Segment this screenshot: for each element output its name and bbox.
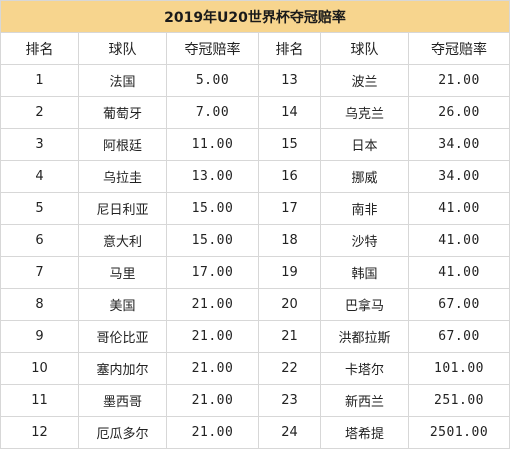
rank-cell: 22 — [258, 352, 321, 385]
odds-cell: 67.00 — [407, 320, 510, 353]
table-row: 4 乌拉圭 13.00 16 挪威 34.00 — [0, 160, 510, 193]
header-row: 排名 球队 夺冠赔率 排名 球队 夺冠赔率 — [0, 32, 510, 65]
header-odds-left: 夺冠赔率 — [166, 32, 259, 65]
odds-cell: 41.00 — [407, 192, 510, 225]
team-cell: 法国 — [78, 64, 167, 97]
team-cell: 乌克兰 — [320, 96, 409, 129]
odds-cell: 15.00 — [166, 192, 259, 225]
rank-cell: 17 — [258, 192, 321, 225]
team-cell: 美国 — [78, 288, 167, 321]
team-cell: 阿根廷 — [78, 128, 167, 161]
odds-cell: 67.00 — [407, 288, 510, 321]
odds-cell: 21.00 — [166, 352, 259, 385]
header-team-left: 球队 — [78, 32, 167, 65]
rank-cell: 5 — [0, 192, 79, 225]
rank-cell: 7 — [0, 256, 79, 289]
rank-cell: 21 — [258, 320, 321, 353]
odds-cell: 15.00 — [166, 224, 259, 257]
table-row: 10 塞内加尔 21.00 22 卡塔尔 101.00 — [0, 352, 510, 385]
odds-cell: 41.00 — [407, 256, 510, 289]
odds-cell: 34.00 — [407, 160, 510, 193]
team-cell: 巴拿马 — [320, 288, 409, 321]
team-cell: 塞内加尔 — [78, 352, 167, 385]
table-title: 2019年U20世界杯夺冠赔率 — [0, 0, 510, 33]
rank-cell: 14 — [258, 96, 321, 129]
rank-cell: 4 — [0, 160, 79, 193]
table-row: 6 意大利 15.00 18 沙特 41.00 — [0, 224, 510, 257]
table-row: 9 哥伦比亚 21.00 21 洪都拉斯 67.00 — [0, 320, 510, 353]
header-team-right: 球队 — [320, 32, 409, 65]
odds-cell: 21.00 — [166, 288, 259, 321]
odds-cell: 7.00 — [166, 96, 259, 129]
team-cell: 南非 — [320, 192, 409, 225]
team-cell: 洪都拉斯 — [320, 320, 409, 353]
rank-cell: 15 — [258, 128, 321, 161]
odds-cell: 21.00 — [166, 320, 259, 353]
team-cell: 葡萄牙 — [78, 96, 167, 129]
team-cell: 卡塔尔 — [320, 352, 409, 385]
rank-cell: 6 — [0, 224, 79, 257]
team-cell: 尼日利亚 — [78, 192, 167, 225]
team-cell: 马里 — [78, 256, 167, 289]
table-row: 7 马里 17.00 19 韩国 41.00 — [0, 256, 510, 289]
rank-cell: 10 — [0, 352, 79, 385]
team-cell: 意大利 — [78, 224, 167, 257]
table-row: 11 墨西哥 21.00 23 新西兰 251.00 — [0, 384, 510, 417]
odds-cell: 41.00 — [407, 224, 510, 257]
rank-cell: 20 — [258, 288, 321, 321]
team-cell: 乌拉圭 — [78, 160, 167, 193]
odds-cell: 11.00 — [166, 128, 259, 161]
odds-cell: 21.00 — [407, 64, 510, 97]
team-cell: 挪威 — [320, 160, 409, 193]
table-row: 5 尼日利亚 15.00 17 南非 41.00 — [0, 192, 510, 225]
header-rank-right: 排名 — [258, 32, 321, 65]
team-cell: 哥伦比亚 — [78, 320, 167, 353]
rank-cell: 18 — [258, 224, 321, 257]
header-rank-left: 排名 — [0, 32, 79, 65]
team-cell: 沙特 — [320, 224, 409, 257]
rank-cell: 23 — [258, 384, 321, 417]
team-cell: 新西兰 — [320, 384, 409, 417]
odds-cell: 5.00 — [166, 64, 259, 97]
table-row: 3 阿根廷 11.00 15 日本 34.00 — [0, 128, 510, 161]
table-row: 2 葡萄牙 7.00 14 乌克兰 26.00 — [0, 96, 510, 129]
odds-cell: 101.00 — [407, 352, 510, 385]
rank-cell: 8 — [0, 288, 79, 321]
odds-cell: 13.00 — [166, 160, 259, 193]
rank-cell: 16 — [258, 160, 321, 193]
rank-cell: 9 — [0, 320, 79, 353]
odds-cell: 21.00 — [166, 384, 259, 417]
table-row: 1 法国 5.00 13 波兰 21.00 — [0, 64, 510, 97]
team-cell: 韩国 — [320, 256, 409, 289]
odds-cell: 34.00 — [407, 128, 510, 161]
table-row: 8 美国 21.00 20 巴拿马 67.00 — [0, 288, 510, 321]
odds-cell: 26.00 — [407, 96, 510, 129]
rank-cell: 3 — [0, 128, 79, 161]
rank-cell: 11 — [0, 384, 79, 417]
team-cell: 波兰 — [320, 64, 409, 97]
rank-cell: 1 — [0, 64, 79, 97]
team-cell: 墨西哥 — [78, 384, 167, 417]
odds-cell: 17.00 — [166, 256, 259, 289]
header-odds-right: 夺冠赔率 — [407, 32, 510, 65]
rank-cell: 19 — [258, 256, 321, 289]
team-cell: 日本 — [320, 128, 409, 161]
odds-cell: 251.00 — [407, 384, 510, 417]
rank-cell: 13 — [258, 64, 321, 97]
rank-cell: 2 — [0, 96, 79, 129]
